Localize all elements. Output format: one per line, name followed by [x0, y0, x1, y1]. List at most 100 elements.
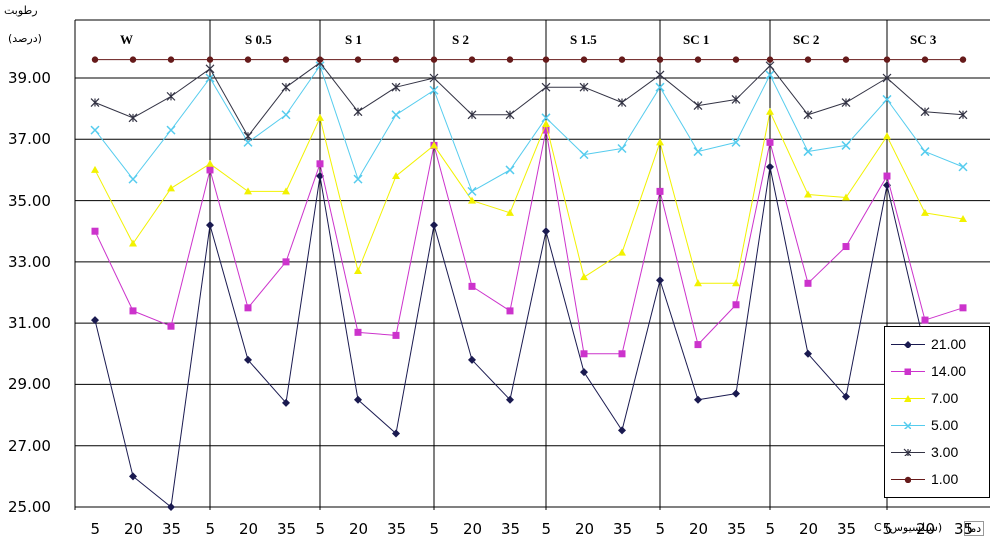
series-layer — [90, 56, 968, 511]
group-label: S 1 — [345, 32, 362, 47]
x-tick-label: 35 — [727, 520, 747, 538]
data-point — [655, 82, 665, 92]
series-segment — [285, 65, 321, 116]
series-segment — [285, 62, 321, 88]
series-segment — [583, 252, 623, 278]
data-point — [804, 349, 812, 358]
data-point — [542, 227, 550, 236]
data-point — [804, 279, 812, 287]
data-point — [541, 82, 551, 92]
series-segment — [94, 129, 134, 180]
series-segment — [886, 175, 926, 321]
series-segment — [886, 77, 926, 113]
group-label: S 2 — [452, 32, 469, 47]
series-segment — [285, 117, 321, 192]
series-segment — [433, 90, 473, 192]
data-point — [467, 110, 477, 120]
series-segment — [357, 331, 397, 336]
data-point — [282, 187, 290, 195]
series-segment — [509, 231, 547, 400]
data-point — [128, 174, 138, 184]
data-point — [842, 392, 850, 401]
x-axis-unit: C (سیلسیوس) — [874, 521, 943, 534]
series-segment — [735, 65, 771, 100]
x-tick-label: 35 — [277, 520, 297, 538]
series-segment — [845, 135, 888, 198]
series-segment — [807, 102, 847, 116]
data-point — [243, 131, 253, 141]
series-segment — [471, 359, 511, 401]
series-segment — [132, 188, 172, 244]
data-point — [842, 243, 850, 251]
series-segment — [395, 77, 435, 88]
series-segment — [509, 86, 547, 116]
series-segment — [357, 86, 397, 113]
group-label: W — [120, 32, 133, 47]
data-point — [731, 95, 741, 104]
series-segment — [395, 145, 435, 336]
series-segment — [735, 111, 771, 284]
data-point — [316, 113, 324, 121]
data-point — [959, 56, 967, 63]
y-tick-label: 27.00 — [8, 436, 51, 455]
series-segment — [845, 175, 888, 247]
series-segment — [659, 86, 699, 152]
y-tick-label: 29.00 — [8, 375, 51, 394]
data-point — [958, 110, 968, 120]
data-point — [841, 140, 851, 150]
x-tick-label: 20 — [575, 520, 595, 538]
group-separators — [209, 20, 888, 510]
group-label: SC 3 — [910, 32, 937, 47]
data-point — [506, 208, 514, 216]
y-tick-label: 33.00 — [8, 252, 51, 271]
data-point — [883, 56, 891, 63]
series-segment — [170, 163, 211, 189]
data-point — [766, 138, 774, 146]
y-tick-label: 35.00 — [8, 191, 51, 210]
data-point — [542, 126, 550, 134]
data-point — [732, 279, 740, 287]
series-segment — [545, 117, 585, 155]
series-segment — [886, 99, 926, 152]
data-point — [904, 395, 911, 402]
legend-label: 7.00 — [931, 390, 959, 406]
data-point — [580, 350, 588, 358]
data-point — [921, 208, 929, 216]
data-point — [506, 395, 514, 404]
data-point — [430, 141, 438, 149]
data-point — [392, 429, 400, 438]
series-segment — [845, 99, 888, 146]
series-segment — [583, 147, 623, 156]
y-axis-unit: (درصد) — [8, 32, 42, 45]
series-segment — [924, 151, 964, 168]
data-point — [468, 196, 476, 204]
legend-item: 1.00 — [885, 468, 989, 492]
series-segment — [924, 307, 964, 321]
data-point — [883, 132, 891, 140]
data-point — [392, 172, 400, 180]
series-segment — [357, 114, 397, 180]
data-point — [904, 368, 911, 375]
group-labels: W S 0.5 S 1 S 2 S 1.5 SC 1 SC 2 SC 3 — [120, 32, 937, 47]
series-segment — [395, 145, 435, 177]
series-segment — [769, 111, 809, 195]
series-14.00 — [91, 126, 967, 358]
group-label: S 0.5 — [245, 32, 272, 47]
x-tick-label: 35 — [501, 520, 521, 538]
data-point — [429, 73, 439, 83]
series-segment — [845, 185, 888, 397]
data-point — [244, 355, 252, 364]
data-point — [542, 56, 550, 63]
data-point — [694, 395, 702, 404]
data-point — [282, 56, 290, 63]
legend-marker-icon — [904, 341, 911, 348]
series-segment — [94, 102, 134, 119]
series-segment — [621, 142, 661, 253]
data-point — [430, 221, 438, 230]
series-1.00 — [91, 56, 967, 63]
series-segment — [247, 261, 287, 309]
data-point — [353, 174, 363, 184]
series-segment — [209, 77, 249, 143]
data-point — [542, 119, 550, 127]
